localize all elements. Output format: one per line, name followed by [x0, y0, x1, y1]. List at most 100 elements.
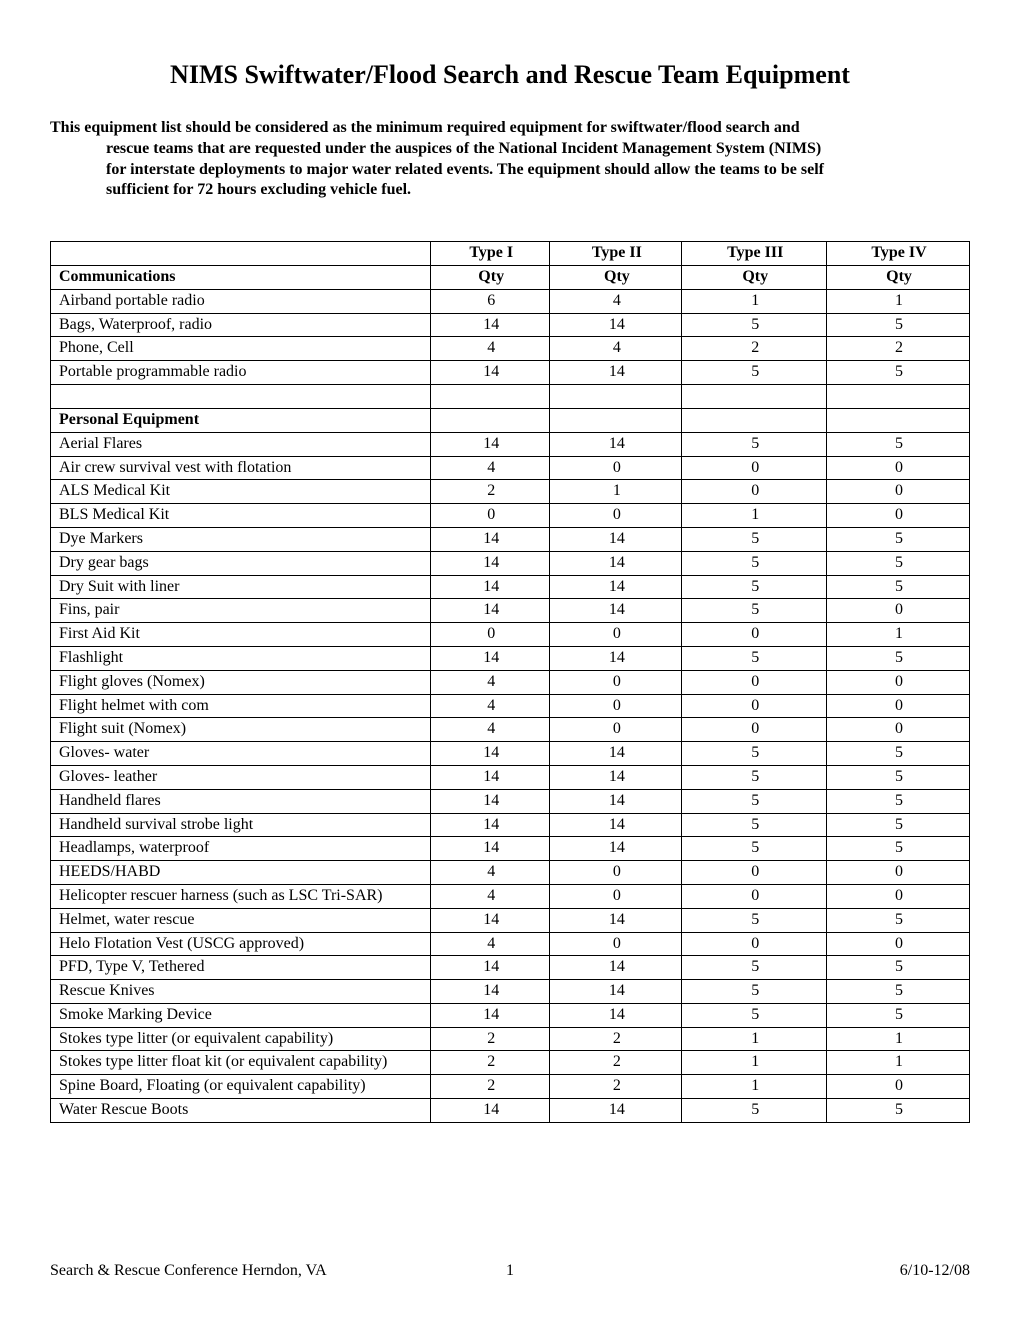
table-cell-qty: 0: [682, 884, 827, 908]
table-cell-qty: 5: [682, 599, 827, 623]
intro-line: for interstate deployments to major wate…: [50, 160, 970, 181]
table-cell-qty: Type III: [682, 242, 827, 266]
table-cell-qty: 2: [550, 1075, 682, 1099]
table-cell-label: Dye Markers: [51, 527, 431, 551]
table-cell-qty: 14: [431, 646, 550, 670]
table-cell-qty: 5: [827, 837, 970, 861]
table-cell-qty: 5: [682, 1003, 827, 1027]
table-row: Helicopter rescuer harness (such as LSC …: [51, 884, 970, 908]
table-cell-qty: 0: [827, 504, 970, 528]
table-cell-qty: 0: [827, 694, 970, 718]
table-cell-qty: 0: [431, 623, 550, 647]
table-cell-qty: 14: [431, 837, 550, 861]
table-cell-qty: 5: [682, 956, 827, 980]
table-cell-qty: 14: [550, 956, 682, 980]
table-cell-qty: 4: [550, 337, 682, 361]
table-cell-qty: 4: [431, 337, 550, 361]
table-cell-qty: 2: [431, 1051, 550, 1075]
table-cell-qty: 0: [827, 932, 970, 956]
table-cell-qty: 2: [550, 1027, 682, 1051]
table-cell-qty: 0: [431, 504, 550, 528]
table-section-row: Personal Equipment: [51, 408, 970, 432]
table-cell-qty: 14: [431, 1099, 550, 1123]
table-cell-qty: 0: [682, 670, 827, 694]
table-cell-qty: 0: [550, 504, 682, 528]
table-cell-qty: [682, 408, 827, 432]
table-cell-qty: 14: [431, 551, 550, 575]
table-cell-qty: 4: [431, 456, 550, 480]
table-cell-qty: 1: [827, 1027, 970, 1051]
table-row: Headlamps, waterproof141455: [51, 837, 970, 861]
table-cell-qty: 14: [550, 789, 682, 813]
table-row: Spine Board, Floating (or equivalent cap…: [51, 1075, 970, 1099]
table-cell-label: Portable programmable radio: [51, 361, 431, 385]
page-title: NIMS Swiftwater/Flood Search and Rescue …: [50, 60, 970, 90]
table-cell-qty: 14: [431, 1003, 550, 1027]
table-cell-qty: 4: [431, 861, 550, 885]
table-row: Airband portable radio6411: [51, 289, 970, 313]
table-cell-label: BLS Medical Kit: [51, 504, 431, 528]
table-cell-qty: 5: [827, 908, 970, 932]
table-cell-qty: 5: [682, 813, 827, 837]
table-cell-qty: 0: [682, 861, 827, 885]
table-row: Aerial Flares141455: [51, 432, 970, 456]
table-row: Water Rescue Boots141455: [51, 1099, 970, 1123]
footer-page-number: 1: [506, 1262, 514, 1280]
table-cell-qty: 0: [682, 694, 827, 718]
table-row: Flashlight141455: [51, 646, 970, 670]
table-cell-label: Helmet, water rescue: [51, 908, 431, 932]
table-cell-label: Aerial Flares: [51, 432, 431, 456]
table-cell-qty: 0: [827, 1075, 970, 1099]
table-cell-qty: 14: [431, 432, 550, 456]
table-row: Flight suit (Nomex)4000: [51, 718, 970, 742]
table-cell-qty: 5: [682, 765, 827, 789]
page-footer: Search & Rescue Conference Herndon, VA 1…: [50, 1262, 970, 1280]
table-row: Gloves- leather141455: [51, 765, 970, 789]
table-cell-label: Flight helmet with com: [51, 694, 431, 718]
footer-left: Search & Rescue Conference Herndon, VA: [50, 1262, 327, 1280]
table-cell-qty: 5: [827, 813, 970, 837]
table-cell-qty: 4: [431, 670, 550, 694]
table-cell-label: Spine Board, Floating (or equivalent cap…: [51, 1075, 431, 1099]
table-cell-qty: 14: [431, 956, 550, 980]
intro-line: This equipment list should be considered…: [50, 119, 800, 136]
table-cell-qty: 14: [550, 599, 682, 623]
table-cell-qty: Qty: [827, 265, 970, 289]
table-cell-qty: 4: [431, 884, 550, 908]
table-cell-qty: 5: [827, 765, 970, 789]
table-cell-qty: 5: [827, 313, 970, 337]
table-cell-qty: 2: [550, 1051, 682, 1075]
table-row: Smoke Marking Device141455: [51, 1003, 970, 1027]
table-row: BLS Medical Kit0010: [51, 504, 970, 528]
table-cell-qty: 5: [682, 789, 827, 813]
table-cell-qty: 14: [431, 742, 550, 766]
table-cell-qty: 1: [827, 1051, 970, 1075]
table-cell-qty: 1: [682, 1027, 827, 1051]
table-cell-qty: [431, 384, 550, 408]
table-cell-qty: 14: [550, 575, 682, 599]
table-cell-qty: 5: [827, 575, 970, 599]
table-cell-qty: Qty: [550, 265, 682, 289]
table-cell-label: Helicopter rescuer harness (such as LSC …: [51, 884, 431, 908]
table-cell-qty: 1: [682, 504, 827, 528]
table-cell-qty: [682, 384, 827, 408]
table-cell-qty: 0: [550, 932, 682, 956]
table-cell-qty: 1: [827, 623, 970, 647]
table-cell-label: Gloves- water: [51, 742, 431, 766]
table-cell-qty: 14: [431, 789, 550, 813]
table-cell-qty: 14: [550, 551, 682, 575]
intro-line: rescue teams that are requested under th…: [50, 139, 970, 160]
table-cell-qty: 0: [827, 670, 970, 694]
table-cell-qty: 5: [682, 527, 827, 551]
table-row: Handheld survival strobe light141455: [51, 813, 970, 837]
table-cell-qty: 5: [827, 646, 970, 670]
table-cell-label: Stokes type litter float kit (or equival…: [51, 1051, 431, 1075]
table-cell-qty: 2: [827, 337, 970, 361]
table-row: Handheld flares141455: [51, 789, 970, 813]
table-cell-qty: 5: [682, 313, 827, 337]
table-cell-qty: 5: [682, 742, 827, 766]
table-row: ALS Medical Kit2100: [51, 480, 970, 504]
table-cell-qty: Qty: [682, 265, 827, 289]
table-cell-qty: 2: [431, 480, 550, 504]
table-cell-qty: 14: [550, 646, 682, 670]
